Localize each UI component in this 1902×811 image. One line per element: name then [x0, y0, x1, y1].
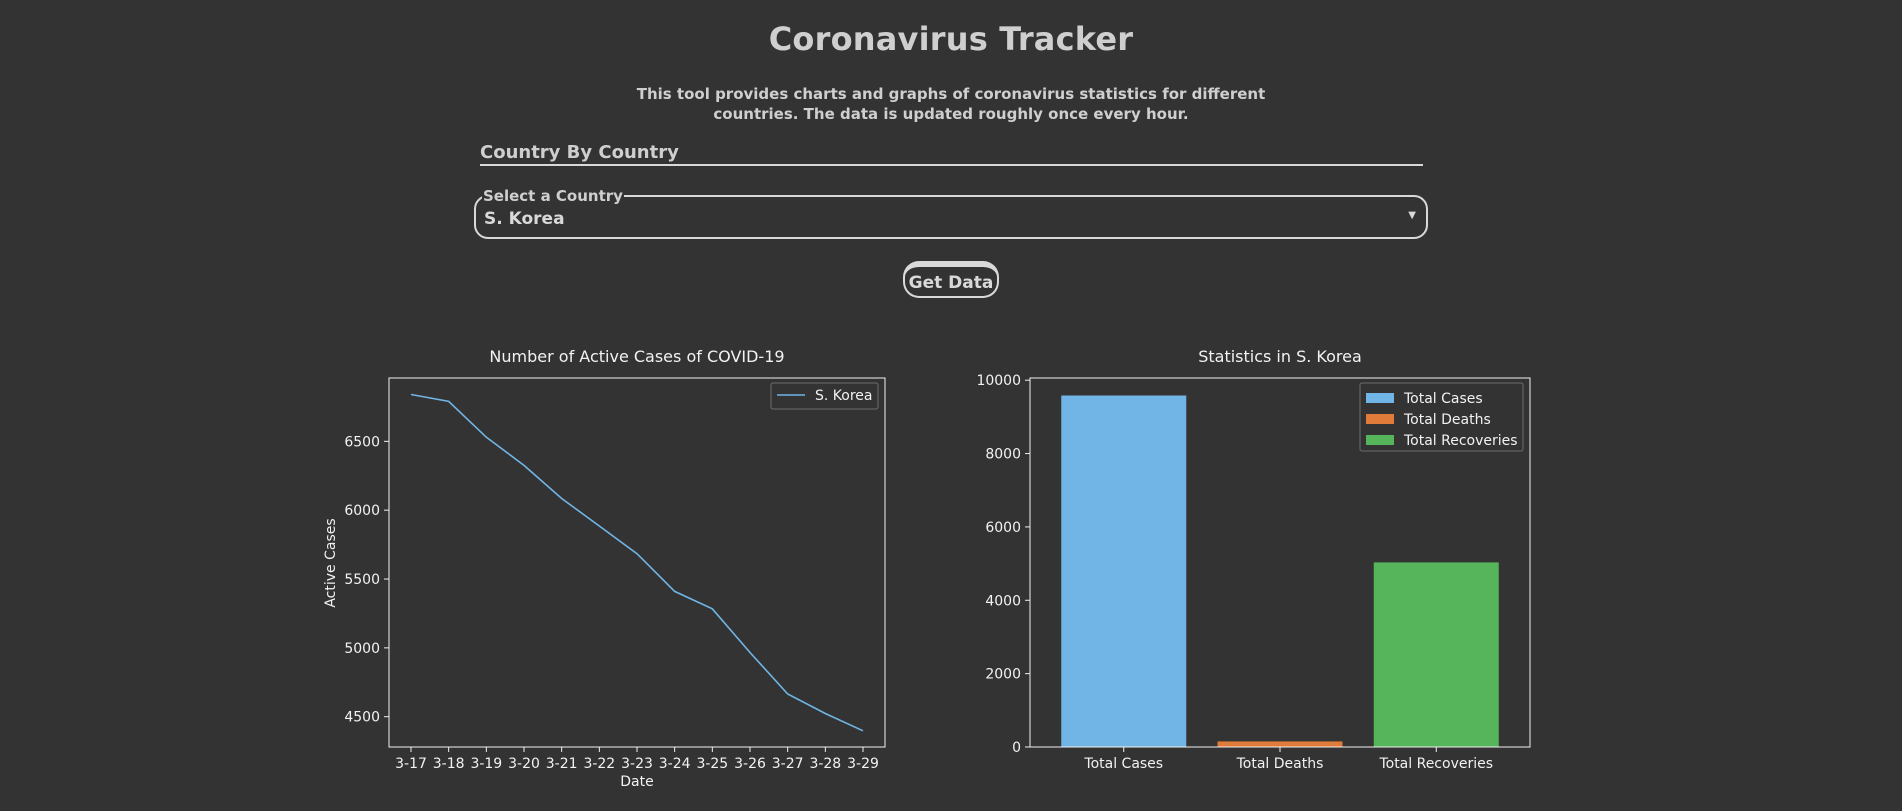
- page-description: This tool provides charts and graphs of …: [636, 85, 1266, 123]
- line-y-tick-label: 6000: [344, 503, 380, 519]
- line-y-tick-label: 5000: [344, 641, 380, 657]
- bar-y-tick-label: 10000: [976, 373, 1021, 389]
- bar-y-tick-label: 6000: [985, 520, 1021, 536]
- bar-y-tick-label: 4000: [985, 593, 1021, 609]
- line-x-tick-label: 3-22: [583, 756, 615, 772]
- line-y-tick-label: 4500: [344, 710, 380, 726]
- line-chart-xlabel: Date: [620, 774, 653, 790]
- line-x-tick-label: 3-28: [809, 756, 841, 772]
- line-legend-label: S. Korea: [815, 388, 872, 404]
- page-title: Coronavirus Tracker: [768, 20, 1134, 58]
- caret-down-icon[interactable]: ▼: [1408, 210, 1416, 221]
- line-x-tick-label: 3-21: [546, 756, 578, 772]
- country-select-label: Select a Country: [482, 187, 624, 205]
- bar-y-tick-label: 8000: [985, 447, 1021, 463]
- line-y-tick-label: 6500: [344, 434, 380, 450]
- line-chart-legend: S. Korea: [770, 382, 879, 410]
- bar-total-cases: [1061, 395, 1187, 747]
- line-x-tick-label: 3-20: [508, 756, 540, 772]
- bar-y-tick-label: 0: [1012, 740, 1021, 756]
- line-chart-title: Number of Active Cases of COVID-19: [489, 347, 784, 366]
- line-x-tick-label: 3-17: [395, 756, 427, 772]
- line-series-s-korea: [410, 393, 864, 732]
- line-x-tick-label: 3-18: [433, 756, 465, 772]
- section-heading: Country By Country: [480, 142, 1423, 166]
- bar-legend-swatch: [1366, 435, 1394, 445]
- line-x-tick-label: 3-27: [772, 756, 804, 772]
- line-x-tick-label: 3-23: [621, 756, 653, 772]
- bar-x-tick-label: Total Recoveries: [1378, 756, 1493, 772]
- line-chart-ylabel-rotated: Active Cases: [323, 518, 339, 607]
- bar-x-tick-label: Total Deaths: [1236, 756, 1324, 772]
- bar-total-recoveries: [1373, 562, 1499, 747]
- bar-legend-label: Total Cases: [1403, 391, 1483, 407]
- line-x-tick-label: 3-24: [659, 756, 691, 772]
- country-select[interactable]: Select a Country S. Korea ▼: [474, 187, 1428, 239]
- bar-chart-title: Statistics in S. Korea: [1198, 347, 1362, 366]
- line-y-tick-label: 5500: [344, 572, 380, 588]
- line-x-tick-label: 3-25: [696, 756, 728, 772]
- line-x-tick-label: 3-26: [734, 756, 766, 772]
- bar-legend-label: Total Recoveries: [1403, 433, 1518, 449]
- get-data-button[interactable]: Get Data: [903, 261, 999, 298]
- bar-total-deaths: [1217, 741, 1343, 747]
- active-cases-line-chart: Number of Active Cases of COVID-19 4500 5…: [323, 347, 886, 790]
- line-legend-box: [770, 382, 879, 410]
- line-x-tick-label: 3-19: [470, 756, 502, 772]
- statistics-bar-chart: Statistics in S. Korea 0 2000 4000 6000 8000…: [976, 347, 1531, 772]
- line-x-tick-label: 3-29: [847, 756, 879, 772]
- bar-y-tick-label: 2000: [985, 667, 1021, 683]
- country-select-value[interactable]: S. Korea: [484, 209, 565, 229]
- bar-legend-swatch: [1366, 393, 1394, 403]
- line-chart-frame: [388, 377, 886, 748]
- bar-legend-box: [1359, 382, 1524, 452]
- bar-x-tick-label: Total Cases: [1083, 756, 1163, 772]
- bar-legend-swatch: [1366, 414, 1394, 424]
- bar-legend-label: Total Deaths: [1403, 412, 1491, 428]
